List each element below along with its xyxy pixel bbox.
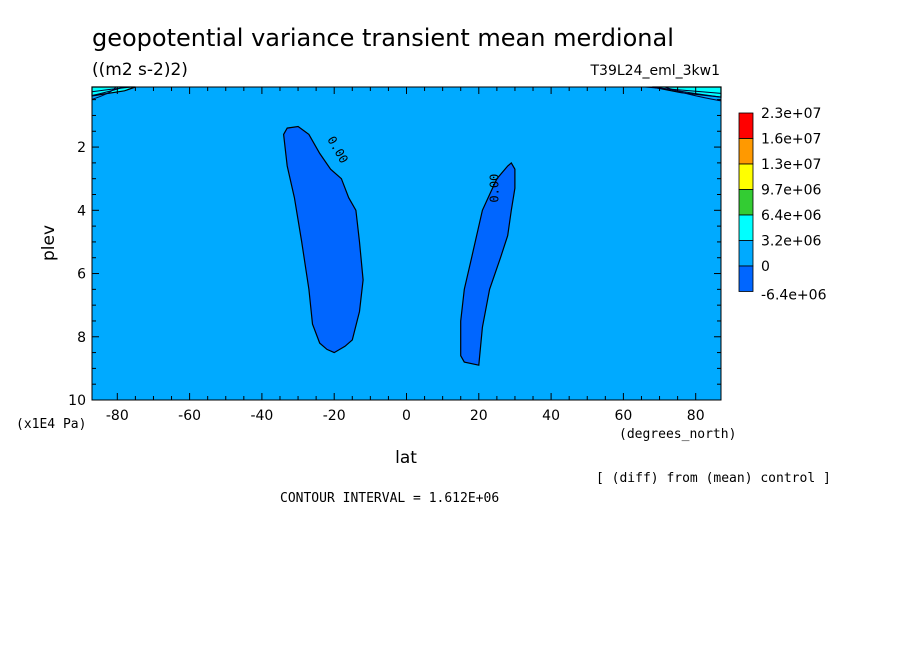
- contour-region-1: [460, 161, 516, 366]
- polar-contour-1-2: [664, 86, 722, 102]
- color-legend: 2.3e+07 1.6e+07 1.3e+07 9.7e+06 6.4e+06 3.2e+…: [738, 106, 827, 304]
- x-axis-units: (degrees_north): [619, 427, 736, 442]
- plot-background: [92, 87, 721, 400]
- y-tick-label: 6: [77, 267, 86, 283]
- polar-contour-0-1: [91, 86, 124, 97]
- x-tick-label: 0: [402, 408, 411, 424]
- legend-swatch: [738, 214, 754, 241]
- polar-contour-1-0: [645, 86, 722, 94]
- x-tick-label: -40: [250, 408, 273, 424]
- axis-ticks: -80 -60 -40 -20 0 20 40 60 80 2 4 6 8 10: [68, 87, 721, 424]
- legend-level-label: 2.3e+07: [761, 106, 821, 122]
- legend-swatch: [738, 163, 754, 190]
- x-tick-label: 60: [614, 408, 632, 424]
- run-label: T39L24_eml_3kw1: [590, 63, 721, 79]
- chart-units: ((m2 s-2)2): [92, 60, 188, 80]
- legend-swatch: [738, 112, 754, 139]
- polar-contour-0-2: [91, 86, 117, 100]
- y-tick-label: 4: [77, 203, 86, 219]
- legend-level-label: 9.7e+06: [761, 183, 822, 199]
- legend-swatch: [738, 240, 754, 267]
- x-tick-label: 80: [687, 408, 705, 424]
- contour-label-1: 0.00: [488, 174, 502, 203]
- x-tick-label: -80: [106, 408, 129, 424]
- legend-level-label: 1.3e+07: [761, 157, 821, 173]
- x-axis-label: lat: [395, 448, 417, 468]
- y-axis-label: plev: [39, 225, 59, 261]
- x-tick-label: -20: [323, 408, 346, 424]
- legend-level-label: -6.4e+06: [761, 288, 827, 304]
- x-tick-label: -60: [178, 408, 201, 424]
- legend-level-label: 0: [761, 259, 770, 275]
- diff-annotation: [ (diff) from (mean) control ]: [596, 471, 831, 486]
- y-axis-units: (x1E4 Pa): [16, 417, 86, 432]
- chart-title: geopotential variance transient mean mer…: [92, 24, 674, 52]
- y-tick-label: 8: [77, 330, 86, 346]
- legend-swatch: [738, 138, 754, 165]
- contour-region-0: [282, 125, 364, 354]
- polar-contour-1-1: [654, 86, 722, 98]
- y-tick-label: 10: [68, 393, 86, 409]
- x-tick-label: 20: [470, 408, 488, 424]
- legend-swatch: [738, 265, 754, 292]
- y-tick-label: 2: [77, 140, 86, 156]
- legend-level-label: 1.6e+07: [761, 132, 821, 148]
- legend-level-label: 6.4e+06: [761, 208, 822, 224]
- contour-interval-annotation: CONTOUR INTERVAL = 1.612E+06: [280, 491, 499, 506]
- x-tick-label: 40: [542, 408, 560, 424]
- legend-level-label: 3.2e+06: [761, 234, 822, 250]
- legend-swatch: [738, 189, 754, 216]
